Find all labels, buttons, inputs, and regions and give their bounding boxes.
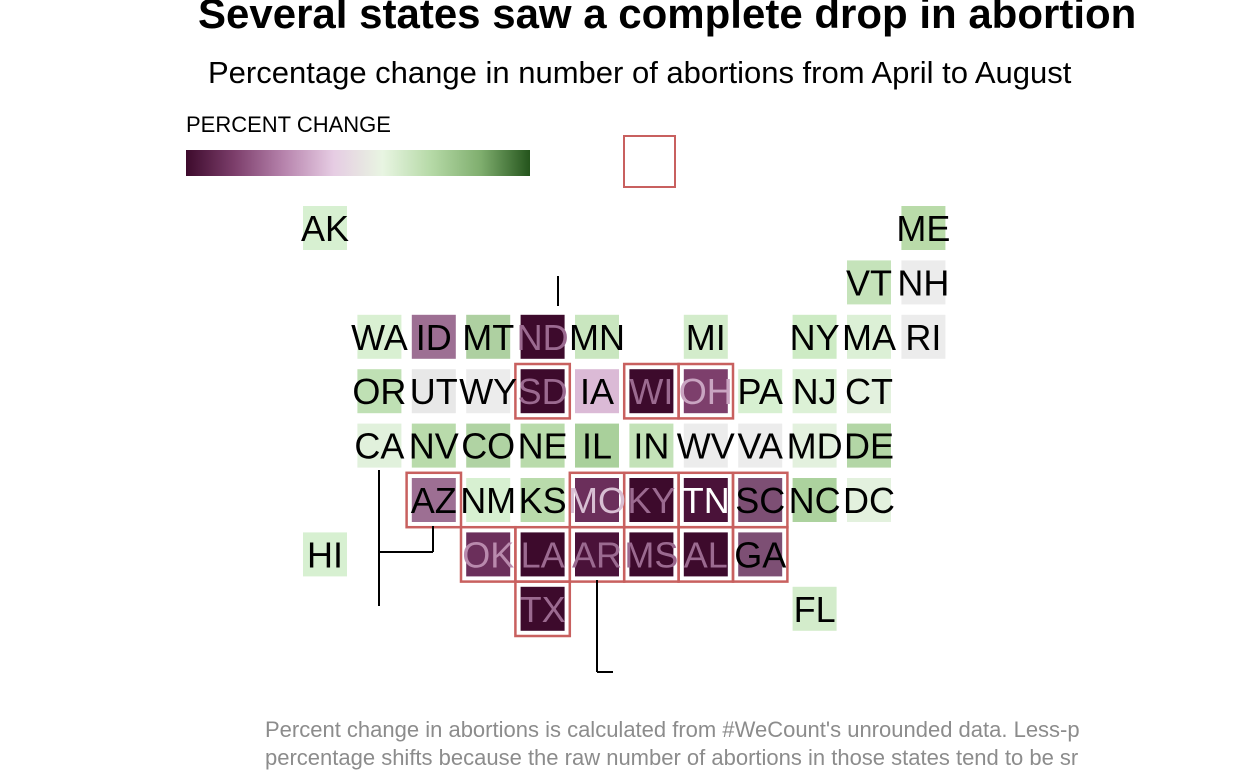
tile-label-ny: NY [790,317,840,358]
footnote: Percent change in abortions is calculate… [265,716,1080,772]
tile-label-ak: AK [301,208,349,249]
tile-label-wy: WY [459,371,517,412]
tile-label-il: IL [582,426,612,467]
tile-label-ky: KY [627,480,675,521]
tile-label-nc: NC [789,480,841,521]
tile-label-ca: CA [354,426,404,467]
tile-label-ok: OK [462,534,514,575]
tile-label-nd: ND [517,317,569,358]
tile-label-wv: WV [677,426,735,467]
footnote-line-1: Percent change in abortions is calculate… [265,716,1080,744]
tile-label-co: CO [461,426,515,467]
tile-label-fl: FL [794,589,836,630]
tile-label-ia: IA [580,371,614,412]
tile-label-ut: UT [410,371,458,412]
tile-label-nj: NJ [793,371,837,412]
tile-label-mn: MN [569,317,625,358]
tile-label-ma: MA [842,317,896,358]
tile-label-sd: SD [518,371,568,412]
tile-label-nv: NV [409,426,459,467]
tile-label-sc: SC [735,480,785,521]
tile-label-id: ID [416,317,452,358]
tile-label-tx: TX [520,589,566,630]
tile-label-me: ME [896,208,950,249]
tile-label-in: IN [633,426,669,467]
tile-label-ms: MS [624,534,678,575]
tile-label-vt: VT [846,262,892,303]
tile-label-nm: NM [460,480,516,521]
tile-label-ct: CT [845,371,893,412]
tile-label-pa: PA [738,371,783,412]
tile-label-tn: TN [682,480,730,521]
tile-label-ri: RI [905,317,941,358]
tile-label-wa: WA [351,317,408,358]
tile-label-la: LA [521,534,565,575]
tile-label-mo: MO [568,480,626,521]
tile-label-nh: NH [897,262,949,303]
tile-label-hi: HI [307,534,343,575]
tile-label-mi: MI [686,317,726,358]
tile-label-ar: AR [572,534,622,575]
tile-label-ks: KS [519,480,567,521]
tile-label-dc: DC [843,480,895,521]
tile-label-oh: OH [679,371,733,412]
tile-label-wi: WI [629,371,673,412]
tile-label-or: OR [352,371,406,412]
tile-label-ne: NE [518,426,568,467]
tile-label-az: AZ [411,480,457,521]
tile-label-va: VA [738,426,783,467]
tile-label-mt: MT [462,317,514,358]
tile-label-al: AL [684,534,728,575]
tile-label-md: MD [787,426,843,467]
tile-label-ga: GA [734,534,786,575]
tile-label-de: DE [844,426,894,467]
